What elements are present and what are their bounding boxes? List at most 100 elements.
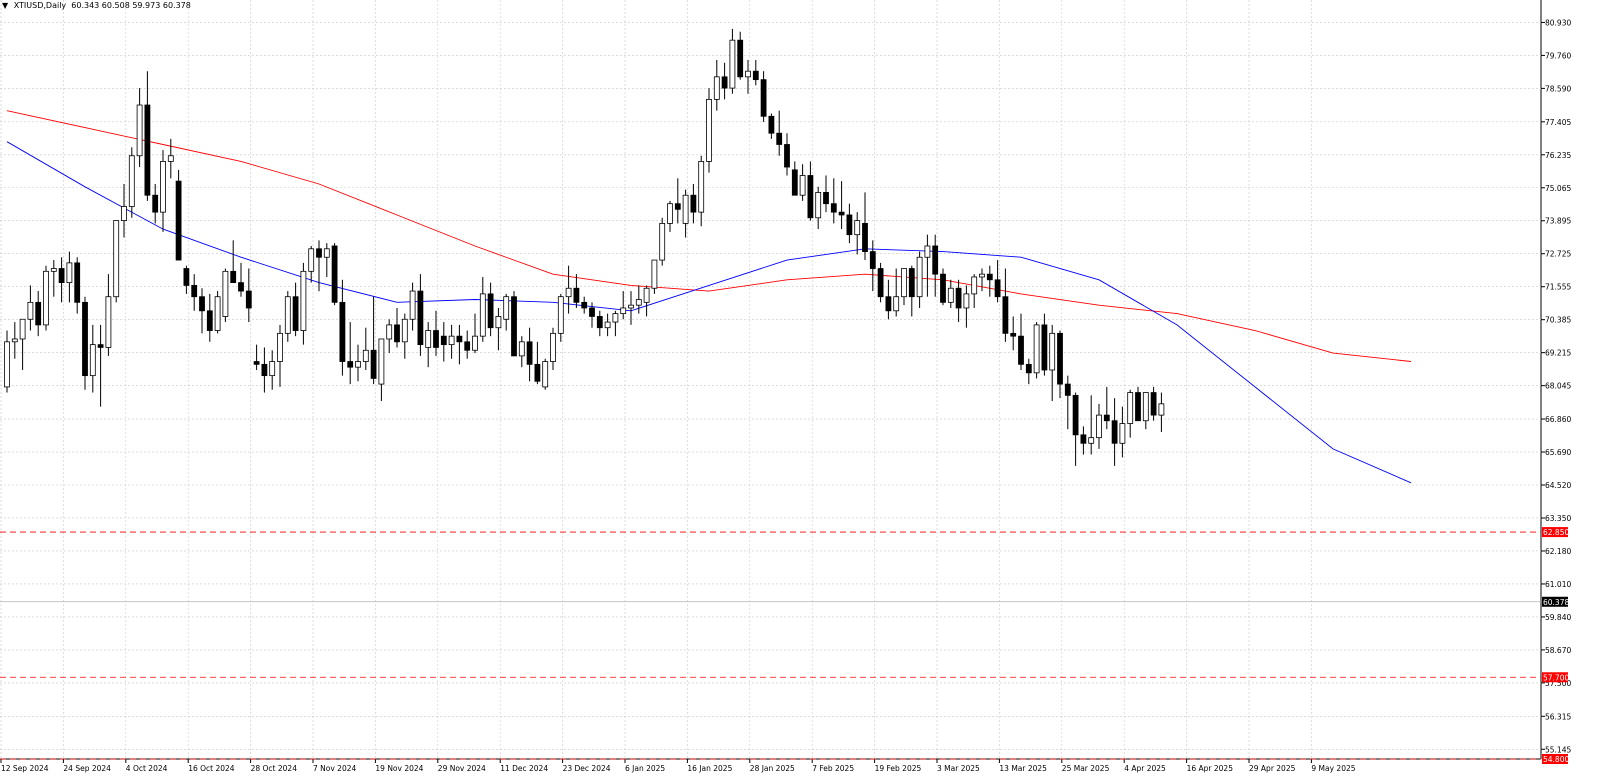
candle-body[interactable] bbox=[35, 301, 42, 326]
candle-body[interactable] bbox=[152, 194, 159, 213]
candle-body[interactable] bbox=[1096, 414, 1102, 439]
candle-body[interactable] bbox=[963, 293, 970, 309]
candle-body[interactable] bbox=[448, 335, 455, 346]
candle-body[interactable] bbox=[1088, 437, 1095, 444]
candle-body[interactable] bbox=[947, 287, 954, 303]
candle-body[interactable] bbox=[869, 251, 876, 269]
candle-body[interactable] bbox=[97, 344, 104, 348]
candle-body[interactable] bbox=[651, 259, 658, 289]
candle-body[interactable] bbox=[511, 296, 517, 357]
candle-body[interactable] bbox=[862, 223, 868, 253]
candle-body[interactable] bbox=[1150, 392, 1157, 416]
candle-body[interactable] bbox=[1072, 394, 1079, 436]
candle-body[interactable] bbox=[495, 316, 502, 329]
candle-body[interactable] bbox=[526, 341, 533, 365]
candle-body[interactable] bbox=[542, 361, 549, 388]
candle-body[interactable] bbox=[916, 256, 923, 298]
candle-body[interactable] bbox=[799, 175, 806, 196]
candle-body[interactable] bbox=[1103, 414, 1110, 422]
candle-body[interactable] bbox=[50, 268, 57, 272]
candle-body[interactable] bbox=[596, 316, 603, 329]
candle-body[interactable] bbox=[830, 203, 837, 213]
candle-body[interactable] bbox=[300, 270, 307, 331]
candle-body[interactable] bbox=[667, 203, 673, 224]
candle-body[interactable] bbox=[167, 155, 174, 162]
candle-body[interactable] bbox=[713, 76, 720, 100]
candle-body[interactable] bbox=[1064, 383, 1071, 396]
candle-body[interactable] bbox=[760, 79, 767, 117]
candle-body[interactable] bbox=[550, 332, 556, 362]
candle-body[interactable] bbox=[277, 332, 283, 362]
candle-body[interactable] bbox=[425, 330, 432, 348]
candle-body[interactable] bbox=[768, 115, 775, 134]
candle-body[interactable] bbox=[1111, 420, 1118, 444]
candle-body[interactable] bbox=[1025, 363, 1032, 374]
candle-body[interactable] bbox=[979, 273, 985, 278]
candle-body[interactable] bbox=[729, 39, 736, 89]
candle-body[interactable] bbox=[924, 245, 931, 258]
candle-body[interactable] bbox=[690, 194, 697, 213]
candle-body[interactable] bbox=[908, 268, 915, 298]
candle-body[interactable] bbox=[11, 338, 18, 343]
candle-body[interactable] bbox=[440, 335, 447, 346]
candle-body[interactable] bbox=[643, 287, 650, 303]
candle-body[interactable] bbox=[479, 293, 486, 337]
candle-body[interactable] bbox=[1158, 403, 1165, 416]
candle-body[interactable] bbox=[230, 270, 237, 284]
candle-body[interactable] bbox=[706, 98, 712, 162]
candle-body[interactable] bbox=[791, 169, 798, 196]
candle-body[interactable] bbox=[401, 318, 408, 343]
candle-body[interactable] bbox=[955, 287, 962, 309]
candle-body[interactable] bbox=[238, 282, 244, 292]
candle-body[interactable] bbox=[986, 273, 993, 281]
candle-body[interactable] bbox=[877, 268, 884, 298]
candle-body[interactable] bbox=[620, 307, 627, 315]
candle-body[interactable] bbox=[932, 245, 939, 275]
candle-body[interactable] bbox=[659, 223, 666, 261]
candle-body[interactable] bbox=[347, 361, 354, 368]
candle-body[interactable] bbox=[144, 104, 151, 196]
candle-body[interactable] bbox=[940, 273, 946, 303]
candle-body[interactable] bbox=[27, 301, 34, 320]
candle-body[interactable] bbox=[394, 324, 400, 343]
candle-body[interactable] bbox=[199, 296, 205, 312]
candle-body[interactable] bbox=[612, 313, 619, 323]
candle-body[interactable] bbox=[487, 293, 494, 329]
candle-body[interactable] bbox=[105, 296, 112, 348]
candle-body[interactable] bbox=[308, 248, 315, 272]
candle-body[interactable] bbox=[222, 270, 229, 317]
candle-body[interactable] bbox=[1033, 324, 1040, 374]
candle-body[interactable] bbox=[1119, 423, 1126, 444]
candle-body[interactable] bbox=[885, 296, 892, 312]
candle-body[interactable] bbox=[74, 262, 81, 303]
candle-body[interactable] bbox=[284, 296, 291, 334]
candle-body[interactable] bbox=[136, 104, 143, 157]
candle-body[interactable] bbox=[19, 318, 26, 340]
candle-body[interactable] bbox=[674, 203, 681, 210]
candle-body[interactable] bbox=[698, 160, 705, 213]
triangle-down-icon[interactable]: ▼ bbox=[2, 1, 9, 10]
candle-body[interactable] bbox=[175, 180, 182, 261]
candle-body[interactable] bbox=[58, 268, 65, 284]
candle-body[interactable] bbox=[635, 299, 642, 306]
candle-body[interactable] bbox=[994, 279, 1001, 298]
candle-body[interactable] bbox=[581, 301, 588, 309]
candle-body[interactable] bbox=[1135, 392, 1141, 422]
candle-body[interactable] bbox=[464, 341, 471, 351]
candle-body[interactable] bbox=[815, 192, 822, 219]
candle-body[interactable] bbox=[971, 276, 978, 295]
candle-body[interactable] bbox=[846, 214, 853, 236]
candle-body[interactable] bbox=[1049, 332, 1056, 371]
candle-body[interactable] bbox=[721, 76, 728, 89]
candle-body[interactable] bbox=[82, 301, 88, 377]
candle-body[interactable] bbox=[362, 349, 369, 362]
candle-body[interactable] bbox=[355, 361, 361, 368]
candle-body[interactable] bbox=[128, 155, 135, 207]
candle-body[interactable] bbox=[89, 344, 96, 377]
candle-body[interactable] bbox=[4, 341, 10, 388]
candle-body[interactable] bbox=[378, 338, 385, 385]
candle-body[interactable] bbox=[807, 175, 814, 219]
candle-body[interactable] bbox=[339, 301, 346, 362]
candle-body[interactable] bbox=[838, 211, 845, 216]
